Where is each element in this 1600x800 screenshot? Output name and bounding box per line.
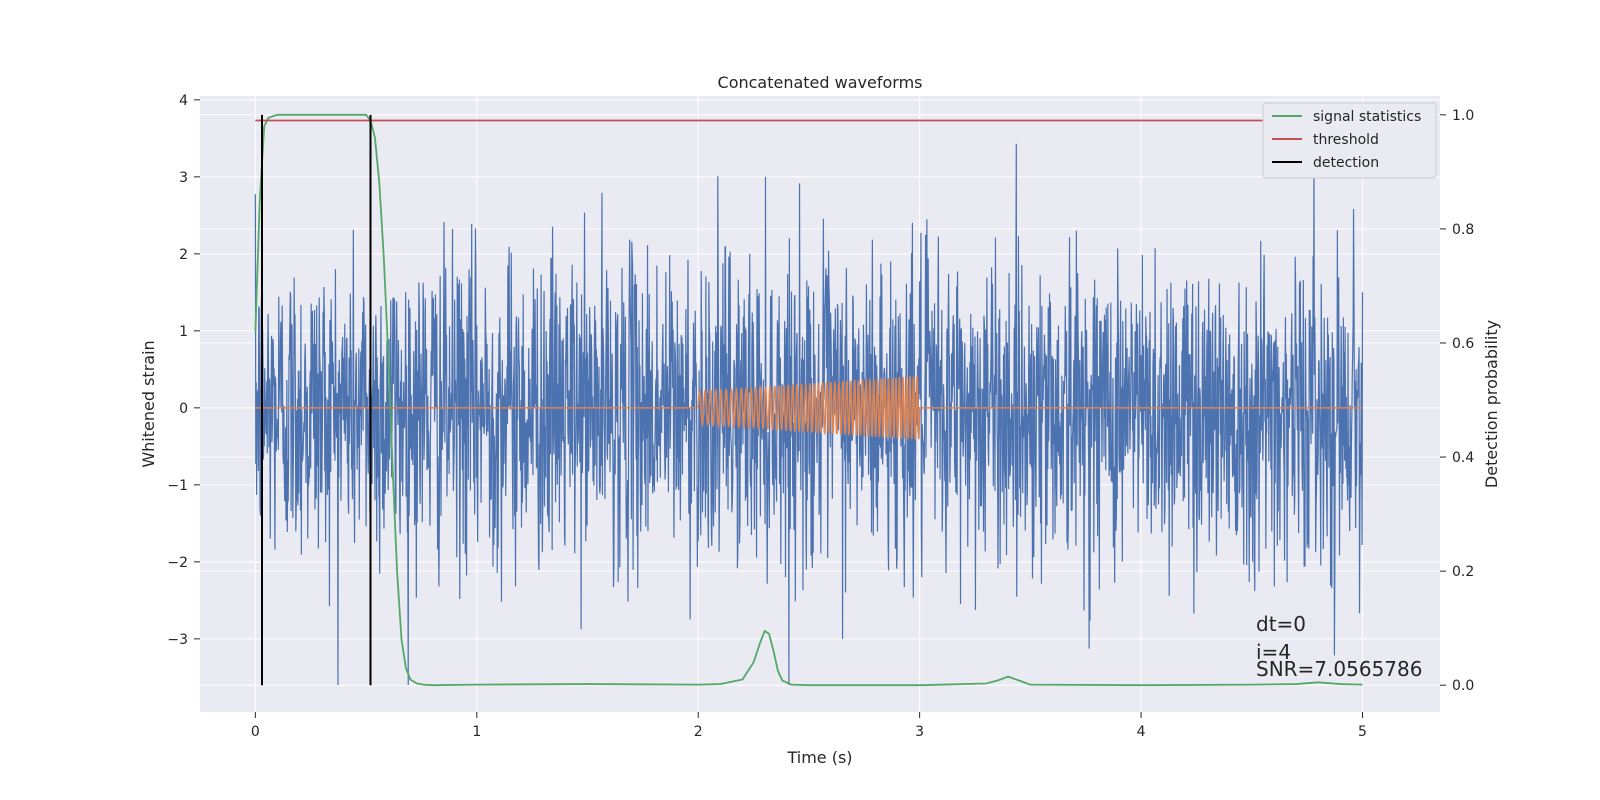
chart-title: Concatenated waveforms bbox=[718, 73, 923, 92]
y2-tick-label: 0.8 bbox=[1452, 222, 1474, 238]
legend: signal statistics threshold detection bbox=[1262, 102, 1437, 179]
y2-tick-label: 1.0 bbox=[1452, 108, 1474, 124]
annotation-i: i=4 bbox=[1256, 640, 1291, 664]
y-tick-label: 0 bbox=[179, 401, 188, 417]
annotation-dt: dt=0 bbox=[1256, 612, 1306, 636]
y2-tick-label: 0.2 bbox=[1452, 564, 1474, 580]
axis-ticks: 0 1 2 3 4 5 −3 −2 −1 0 1 2 3 4 0.0 0.2 0.4 0.6 0.8 1.0 bbox=[167, 93, 1474, 740]
y-tick-label: 3 bbox=[179, 170, 188, 186]
y-tick-label: 1 bbox=[179, 324, 188, 340]
y2-tick-label: 0.6 bbox=[1452, 336, 1474, 352]
legend-label-detection: detection bbox=[1313, 155, 1379, 171]
y2-tick-label: 0.4 bbox=[1452, 450, 1474, 466]
x-axis-label: Time (s) bbox=[786, 748, 852, 767]
y-tick-label: 4 bbox=[179, 93, 188, 109]
annotations: dt=0 i=4 SNR=7.0565786 bbox=[1256, 612, 1422, 681]
y2-tick-label: 0.0 bbox=[1452, 678, 1474, 694]
y-tick-label: −2 bbox=[167, 555, 188, 571]
legend-box bbox=[1262, 102, 1437, 179]
legend-label-threshold: threshold bbox=[1313, 132, 1379, 148]
annotation-snr: SNR=7.0565786 bbox=[1256, 657, 1422, 681]
x-tick-label: 2 bbox=[694, 724, 703, 740]
signal-statistics-line bbox=[254, 113, 1363, 687]
y2-axis-label: Detection probability bbox=[1482, 320, 1501, 488]
y-tick-label: −3 bbox=[167, 632, 188, 648]
injected-chirp-trace bbox=[255, 375, 1363, 440]
y-axis-label: Whitened strain bbox=[139, 340, 158, 467]
x-tick-label: 4 bbox=[1137, 724, 1146, 740]
x-tick-label: 0 bbox=[251, 724, 260, 740]
x-tick-label: 5 bbox=[1358, 724, 1367, 740]
data-layer bbox=[254, 113, 1364, 687]
legend-label-signal-statistics: signal statistics bbox=[1313, 109, 1421, 125]
y-tick-label: 2 bbox=[179, 247, 188, 263]
x-tick-label: 1 bbox=[472, 724, 481, 740]
y-tick-label: −1 bbox=[167, 478, 188, 494]
noise-trace bbox=[254, 143, 1364, 686]
x-tick-label: 3 bbox=[915, 724, 924, 740]
